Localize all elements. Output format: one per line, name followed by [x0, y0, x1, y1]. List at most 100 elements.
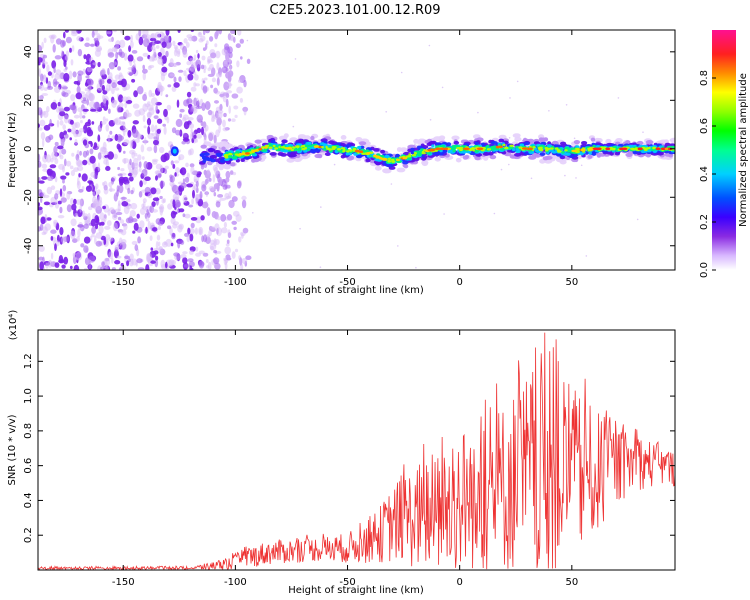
spectrogram-noise-blob: [86, 78, 94, 85]
spectrogram-ridge-blob: [219, 159, 226, 163]
spectrogram-noise-blob: [119, 116, 126, 120]
spectrogram-noise-blob: [115, 211, 123, 216]
spectrogram-ridge-blob: [625, 140, 631, 145]
spectrogram-noise-blob: [241, 199, 247, 209]
spectrogram-noise-blob: [169, 73, 175, 77]
spectrogram-noise-blob: [198, 32, 202, 36]
spectrogram-noise-blob: [184, 176, 190, 183]
spectrogram-ridge-blob: [596, 152, 602, 157]
spectrogram-noise-blob: [123, 223, 128, 231]
spectrogram-noise-blob: [60, 175, 67, 180]
spectrogram-ridge-blob: [413, 152, 417, 155]
spectrogram-noise-blob: [157, 118, 163, 124]
spectrogram-noise-blob: [88, 206, 93, 211]
spectrogram-noise-blob: [226, 90, 233, 94]
spectrogram-noise-blob: [189, 65, 196, 72]
spectrogram-noise-blob: [183, 99, 190, 107]
spectrogram-noise-blob: [155, 241, 159, 250]
spectrogram-noise-blob: [42, 138, 45, 148]
spectrogram-hot-spot: [375, 155, 381, 159]
spectrogram-noise-blob: [88, 140, 93, 145]
spectrogram-noise-blob: [211, 187, 215, 192]
spectrogram-noise-blob: [208, 177, 212, 182]
spectrogram-noise-blob: [228, 199, 235, 209]
spectrogram-noise-blob: [146, 252, 152, 262]
spectrogram-noise-blob: [50, 236, 54, 241]
spectrogram-noise-blob: [63, 106, 70, 112]
spectrogram-noise-blob: [159, 195, 163, 200]
spectrogram-noise-blob: [243, 109, 247, 116]
spectrogram-noise-blob: [119, 121, 125, 126]
spectrogram-ridge-blob: [539, 152, 546, 156]
spectrogram-noise-blob: [89, 235, 93, 241]
spectrogram-noise-blob: [102, 90, 108, 95]
spectrogram-ridge-blob: [247, 148, 252, 152]
spectrogram-noise-blob: [43, 124, 51, 131]
spectrogram-noise-blob: [107, 151, 114, 160]
spectrogram-noise-blob: [146, 146, 153, 152]
chart-title: C2E5.2023.101.00.12.R09: [269, 3, 440, 18]
spectrogram-noise-dot: [400, 71, 403, 74]
spectrogram-noise-blob: [163, 241, 167, 246]
spectrogram-x-ticks: -150 -100 -50 0 50: [112, 30, 578, 288]
spectrogram-noise-blob: [54, 158, 59, 165]
spectrogram-ridge-blob: [357, 145, 362, 150]
spectrogram-noise-blob: [38, 68, 42, 77]
spectrogram-noise-blob: [55, 69, 62, 75]
spectrogram-ridge-blob: [254, 139, 262, 144]
spectrogram-noise-blob: [102, 116, 106, 122]
spectrogram-ridge-blob: [528, 155, 537, 160]
spectrogram-noise-blob: [97, 152, 102, 160]
spectrogram-noise-blob: [156, 234, 161, 241]
spectrogram-ridge-blob: [408, 153, 411, 156]
spectrogram-noise-blob: [177, 30, 181, 33]
spectrogram-noise-blob: [72, 71, 77, 78]
y-tick-label: 20: [23, 94, 34, 107]
spectrogram-noise-blob: [85, 185, 92, 192]
spectrogram-ridge-blob: [305, 144, 310, 148]
spectrogram-noise-blob: [167, 225, 172, 230]
spectrogram-noise-blob: [93, 37, 99, 42]
spectrogram-noise-blob: [122, 158, 129, 164]
spectrogram-noise-blob: [49, 164, 57, 169]
spectrogram-noise-blob: [221, 227, 228, 234]
spectrogram-noise-blob: [84, 42, 91, 47]
spectrogram-noise-blob: [211, 77, 216, 83]
spectrogram-noise-blob: [142, 103, 148, 112]
spectrogram-noise-blob: [200, 164, 205, 170]
spectrogram-noise-blob: [180, 254, 187, 259]
spectrogram-noise-blob: [150, 187, 157, 195]
spectrogram-noise-blob: [218, 73, 222, 77]
spectrogram-noise-blob: [116, 189, 119, 197]
spectrogram-noise-blob: [75, 251, 83, 261]
spectrogram-ridge-blob: [438, 135, 446, 141]
spectrogram-noise-blob: [51, 151, 58, 160]
spectrogram-noise-blob: [153, 48, 156, 55]
spectrogram-noise-blob: [66, 160, 72, 167]
spectrogram-noise-blob: [124, 35, 131, 41]
spectrogram-noise-blob: [155, 255, 159, 261]
spectrogram-noise-blob: [130, 41, 134, 49]
spectrogram-noise-blob: [43, 87, 48, 91]
spectrogram-ridge-blob: [426, 151, 432, 155]
spectrogram-noise-dot: [516, 80, 519, 83]
spectrogram-noise-blob: [59, 131, 65, 139]
spectrogram-ridge-blob: [475, 149, 479, 153]
spectrogram-noise-blob: [199, 228, 202, 235]
spectrogram-noise-blob: [102, 182, 105, 186]
spectrogram-noise-blob: [138, 30, 142, 37]
spectrogram-noise-blob: [50, 252, 54, 260]
spectrogram-noise-blob: [59, 120, 64, 126]
spectrogram-noise-blob: [64, 30, 69, 33]
spectrogram-ridge-blob: [395, 153, 400, 158]
spectrogram-ridge-blob: [453, 140, 460, 145]
spectrogram-noise-blob: [179, 108, 185, 113]
colorbar-tick-label: 0.0: [699, 262, 710, 278]
spectrogram-noise-blob: [147, 220, 151, 230]
spectrogram-ridge-blob: [447, 150, 451, 154]
spectrogram-noise-blob: [54, 176, 58, 183]
spectrogram-noise-blob: [199, 191, 203, 200]
spectrogram-noise-dot: [509, 97, 511, 99]
spectrogram-noise-blob: [70, 170, 75, 177]
spectrogram-ridge-blob: [561, 150, 565, 154]
